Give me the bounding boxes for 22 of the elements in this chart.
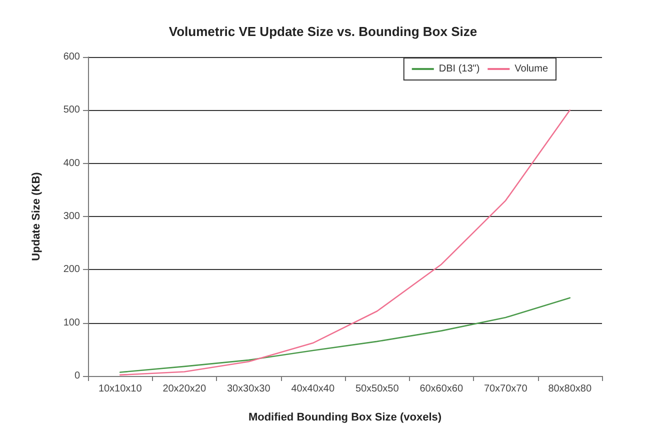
x-tick-label: 60x60x60 (420, 384, 464, 394)
y-tick-label: 200 (63, 264, 80, 276)
chart-title: Volumetric VE Update Size vs. Bounding Box Size (168, 24, 478, 39)
legend-label: Volume (514, 64, 548, 74)
y-tick-label: 300 (63, 211, 80, 222)
legend-label: DBI (13") (438, 64, 480, 74)
line-series (119, 297, 571, 373)
y-tick-label: 500 (63, 104, 80, 116)
y-axis-title: Update Size (KB) (30, 172, 42, 261)
y-tick-label: 600 (63, 52, 80, 62)
x-tick-label: 80x80x80 (548, 384, 592, 394)
x-tick-label: 30x30x30 (226, 384, 271, 394)
x-tick-label: 10x10x10 (98, 384, 142, 394)
x-tick-label: 40x40x40 (291, 384, 335, 394)
y-tick-label: 100 (63, 317, 80, 328)
y-tick-label: 0 (74, 370, 80, 382)
x-tick-label: 50x50x50 (355, 384, 400, 394)
x-axis-title: Modified Bounding Box Size (voxels) (248, 412, 442, 424)
x-tick-label: 20x20x20 (162, 384, 206, 394)
line-series (119, 110, 571, 376)
x-tick-label: 70x70x70 (484, 384, 528, 394)
y-tick-label: 400 (63, 158, 80, 169)
